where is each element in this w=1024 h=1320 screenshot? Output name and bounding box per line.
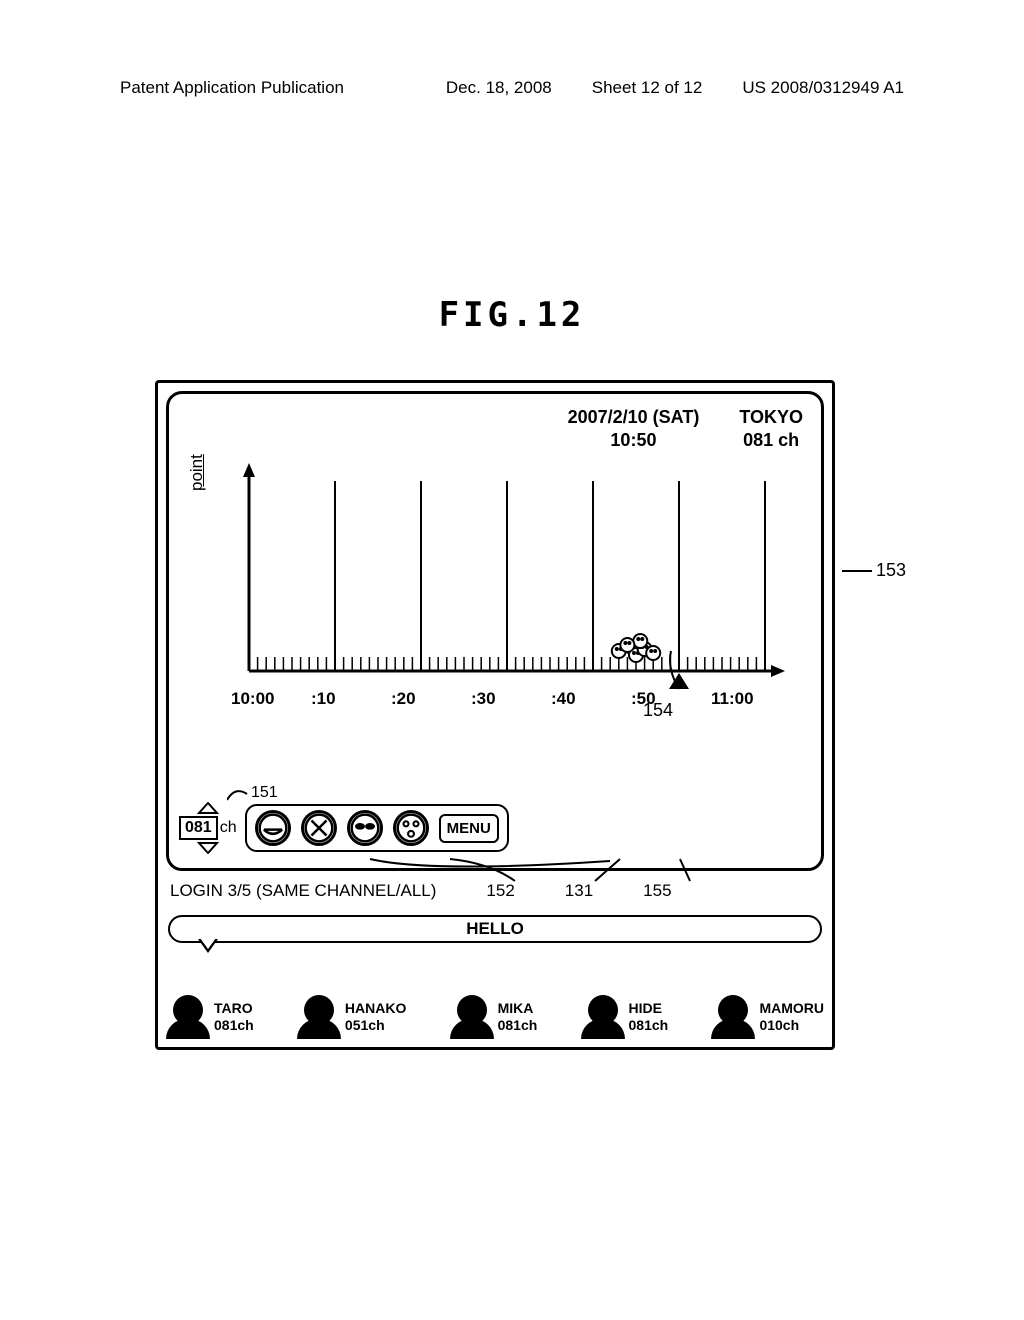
header-date: Dec. 18, 2008 [446, 78, 552, 98]
user-hide[interactable]: HIDE081ch [581, 995, 669, 1039]
surprised-face-icon[interactable] [393, 810, 429, 846]
tv-screen: 2007/2/10 (SAT) 10:50 TOKYO 081 ch point [166, 391, 824, 871]
y-axis-label: point [187, 454, 207, 491]
avatar-icon [166, 995, 210, 1039]
chevron-up-icon[interactable] [197, 802, 219, 814]
ref-152: 152 [486, 881, 514, 901]
tv-channel: 081 ch [739, 429, 803, 452]
login-row: LOGIN 3/5 (SAME CHANNEL/ALL) 152 131 155 [170, 881, 820, 907]
channel-value: 081 [179, 816, 218, 840]
point-chart: point [179, 461, 811, 721]
header-left: Patent Application Publication [120, 78, 344, 98]
user-hanako[interactable]: HANAKO051ch [297, 995, 406, 1039]
avatar-icon [297, 995, 341, 1039]
bubble-text: HELLO [466, 919, 524, 938]
emotion-panel: MENU [245, 804, 509, 852]
cross-face-icon[interactable] [301, 810, 337, 846]
tv-header: 2007/2/10 (SAT) 10:50 TOKYO 081 ch [179, 406, 811, 453]
ref-154: 154 [643, 700, 673, 721]
avatar-icon [581, 995, 625, 1039]
header-pubno: US 2008/0312949 A1 [742, 78, 904, 98]
ref-155: 155 [643, 881, 671, 901]
figure-title: FIG.12 [0, 295, 1024, 335]
user-mika[interactable]: MIKA081ch [450, 995, 538, 1039]
user-mamoru[interactable]: MAMORU010ch [711, 995, 824, 1039]
header-sheet: Sheet 12 of 12 [592, 78, 703, 98]
tv-time: 10:50 [568, 429, 700, 452]
channel-selector[interactable]: 081 ch 151 [179, 802, 237, 854]
ref-153: 153 [842, 560, 906, 581]
x-axis-labels: 10:00 :10 :20 :30 :40 :50 11:00 [231, 689, 791, 709]
avatar-icon [450, 995, 494, 1039]
ref-151: 151 [227, 784, 278, 802]
ref-131: 131 [565, 881, 593, 901]
users-row: TARO081ch HANAKO051ch MIKA081ch HIDE081c… [166, 995, 824, 1039]
control-row: 081 ch 151 MENU [179, 802, 811, 854]
smile-face-icon[interactable] [255, 810, 291, 846]
channel-unit: ch [220, 819, 237, 837]
outer-frame: 2007/2/10 (SAT) 10:50 TOKYO 081 ch point [155, 380, 835, 1050]
avatar-icon [711, 995, 755, 1039]
chevron-down-icon[interactable] [197, 842, 219, 854]
tv-location: TOKYO [739, 406, 803, 429]
sunglasses-face-icon[interactable] [347, 810, 383, 846]
menu-button[interactable]: MENU [439, 814, 499, 843]
ref-leaders [170, 857, 830, 883]
page-header: Patent Application Publication Dec. 18, … [0, 78, 1024, 98]
user-taro[interactable]: TARO081ch [166, 995, 254, 1039]
tv-date: 2007/2/10 (SAT) [568, 406, 700, 429]
login-text: LOGIN 3/5 (SAME CHANNEL/ALL) [170, 881, 436, 901]
speech-bubble: HELLO [168, 915, 822, 943]
chart-svg [229, 461, 789, 721]
